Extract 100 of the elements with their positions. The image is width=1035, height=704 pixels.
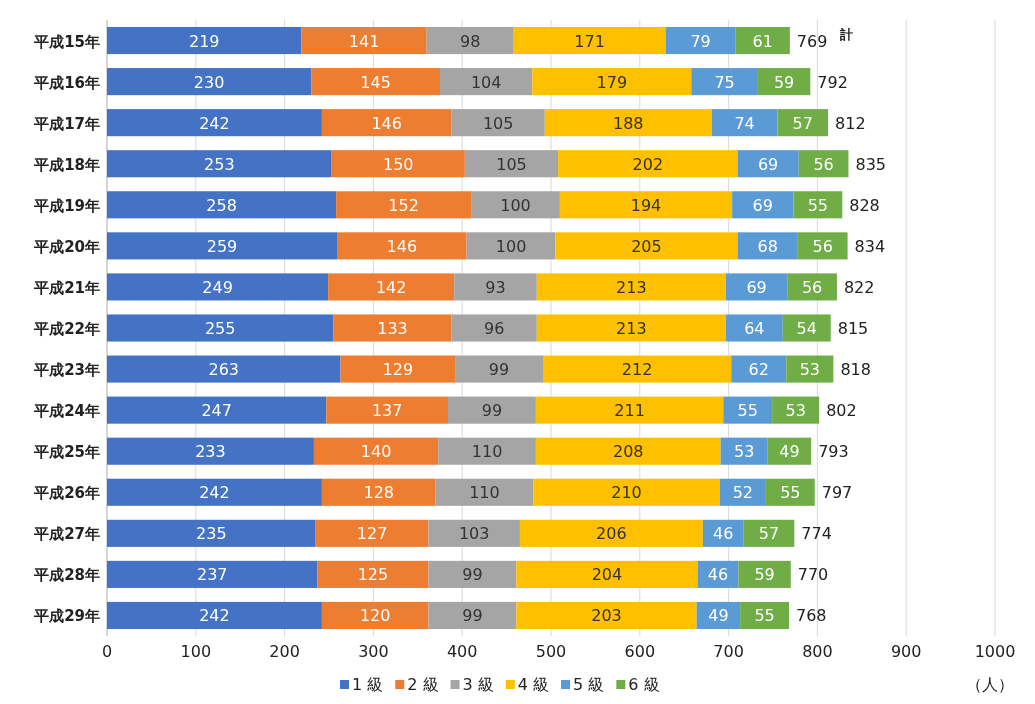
data-label: 52 xyxy=(732,483,753,503)
data-label: 56 xyxy=(812,236,833,256)
data-label: 259 xyxy=(206,236,238,256)
bar xyxy=(731,355,787,383)
data-label: 100 xyxy=(500,195,531,215)
y-tick-label: 平成20年 xyxy=(33,237,100,256)
data-label: 96 xyxy=(483,319,505,338)
bar xyxy=(428,519,520,547)
total-label: 828 xyxy=(849,195,880,215)
data-label: 253 xyxy=(204,154,235,174)
bar xyxy=(107,26,302,55)
bar xyxy=(107,478,322,506)
total-label: 769 xyxy=(796,31,828,51)
data-label: 59 xyxy=(773,72,795,92)
data-label: 194 xyxy=(630,195,662,215)
data-label: 125 xyxy=(357,565,389,585)
data-label: 59 xyxy=(754,565,775,585)
y-tick-label: 平成16年 xyxy=(33,73,100,92)
data-label: 75 xyxy=(714,72,735,92)
bar xyxy=(558,150,738,178)
data-label: 93 xyxy=(485,277,506,297)
y-tick-label: 平成27年 xyxy=(33,525,100,544)
bar xyxy=(107,232,337,260)
total-label: 770 xyxy=(797,565,829,585)
data-label: 69 xyxy=(746,277,767,297)
data-label: 56 xyxy=(801,277,823,297)
bar xyxy=(786,355,834,383)
data-label: 68 xyxy=(757,236,778,256)
bar xyxy=(438,437,536,465)
legend-label: 5 級 xyxy=(573,675,605,694)
data-label: 61 xyxy=(752,31,773,51)
bar xyxy=(321,478,436,506)
bar xyxy=(107,437,314,465)
bar xyxy=(787,273,837,301)
data-label: 53 xyxy=(733,442,755,462)
y-tick-label: 平成15年 xyxy=(33,32,100,51)
total-label: 768 xyxy=(795,606,827,626)
y-tick-label: 平成28年 xyxy=(33,566,100,585)
y-tick-label: 平成18年 xyxy=(33,155,100,174)
bar xyxy=(735,26,790,55)
bar xyxy=(340,355,456,383)
bar xyxy=(428,601,517,630)
data-label: 150 xyxy=(382,154,414,174)
data-label: 204 xyxy=(591,565,623,585)
bar xyxy=(723,396,773,424)
data-label: 203 xyxy=(591,606,622,626)
data-label: 110 xyxy=(471,442,503,462)
bar xyxy=(533,478,720,506)
bar xyxy=(107,273,329,301)
data-label: 249 xyxy=(202,277,233,297)
data-label: 212 xyxy=(621,360,653,380)
y-tick-label: 平成25年 xyxy=(33,443,100,462)
total-label: 792 xyxy=(817,72,848,92)
bar xyxy=(765,478,815,506)
bar xyxy=(454,273,537,301)
data-label: 129 xyxy=(382,360,414,380)
bar xyxy=(107,396,327,424)
data-label: 79 xyxy=(690,31,711,51)
data-label: 213 xyxy=(616,319,647,338)
data-label: 152 xyxy=(388,195,419,215)
y-tick-label: 平成19年 xyxy=(33,196,100,215)
data-label: 247 xyxy=(201,401,232,421)
bar xyxy=(435,478,534,506)
data-label: 62 xyxy=(748,360,769,380)
bar xyxy=(107,150,332,178)
y-tick-label: 平成22年 xyxy=(33,320,100,338)
bar xyxy=(516,601,697,630)
bar xyxy=(336,232,467,260)
data-label: 55 xyxy=(737,401,758,421)
total-label: 797 xyxy=(821,483,853,503)
x-tick-label: 900 xyxy=(890,642,922,661)
total-label: 793 xyxy=(818,442,849,462)
data-label: 110 xyxy=(469,483,500,503)
y-tick-label: 平成21年 xyxy=(33,278,100,297)
bar xyxy=(725,273,788,301)
data-label: 237 xyxy=(196,565,228,585)
y-tick-label: 平成17年 xyxy=(33,114,100,133)
data-label: 99 xyxy=(488,360,510,380)
data-label: 235 xyxy=(196,524,227,544)
data-label: 146 xyxy=(386,236,418,256)
legend-label: 6 級 xyxy=(628,675,660,694)
bar xyxy=(725,314,783,342)
x-tick-label: 400 xyxy=(446,642,478,661)
data-label: 55 xyxy=(780,483,801,503)
bar xyxy=(336,191,472,219)
bar xyxy=(426,26,514,55)
bar xyxy=(107,560,318,588)
x-tick-label: 100 xyxy=(180,642,212,661)
bar xyxy=(513,26,666,55)
bar xyxy=(440,68,533,96)
bar xyxy=(313,437,439,465)
data-label: 208 xyxy=(612,442,644,462)
bar xyxy=(428,560,517,588)
bar xyxy=(536,314,726,342)
bar xyxy=(107,109,322,137)
data-label: 69 xyxy=(757,154,779,174)
bar xyxy=(555,232,738,260)
data-label: 211 xyxy=(614,401,645,421)
bar xyxy=(720,437,768,465)
total-label: 818 xyxy=(840,360,871,380)
